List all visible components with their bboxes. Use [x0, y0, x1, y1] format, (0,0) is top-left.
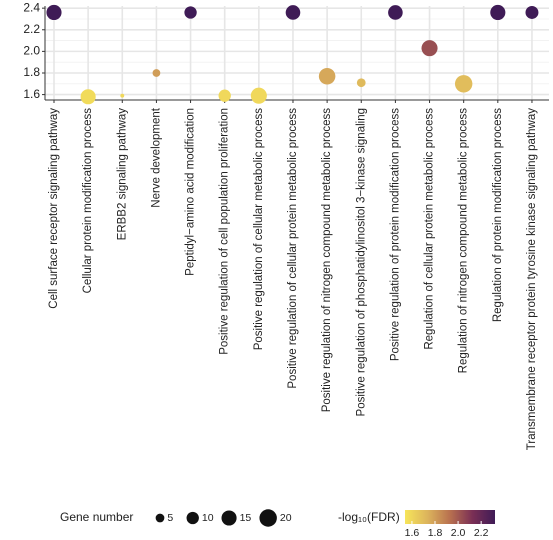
bubble: [490, 4, 506, 21]
bubble: [454, 75, 473, 93]
x-tick-label: Cellular protein modification process: [82, 108, 94, 294]
legend-label: 5: [167, 512, 173, 524]
x-tick-label: ERBB2 signaling pathway: [116, 108, 128, 241]
x-tick-label: Positive regulation of phosphatidylinosi…: [355, 108, 367, 416]
colorbar-tick-label: 2.0: [451, 527, 466, 539]
bubble: [388, 5, 403, 20]
legend-bubble: [259, 509, 277, 527]
legend-label: 15: [240, 512, 252, 524]
x-tick-label: Positive regulation of protein modificat…: [389, 108, 401, 361]
bubble: [318, 67, 336, 85]
legend-label: 20: [280, 512, 292, 524]
legend-bubble: [155, 513, 165, 523]
bubble: [120, 93, 125, 98]
bubble: [184, 6, 197, 19]
bubble: [250, 87, 267, 104]
x-tick-label: Positive regulation of nitrogen compound…: [321, 108, 333, 413]
x-tick-label: Positive regulation of cellular protein …: [287, 108, 299, 389]
bubble: [46, 4, 62, 21]
x-tick-label: Positive regulation of cellular metaboli…: [253, 108, 265, 351]
bubble: [218, 89, 231, 102]
y-tick-label: 1.6: [23, 87, 40, 101]
legend-title: Gene number: [60, 510, 133, 524]
x-tick-label: Regulation of protein modification proce…: [492, 108, 504, 322]
bubble: [525, 6, 539, 19]
y-tick-label: 2.0: [23, 44, 40, 58]
colorbar-title: -log₁₀(FDR): [338, 510, 400, 524]
y-tick-label: 2.4: [23, 0, 40, 14]
x-tick-label: Cell surface receptor signaling pathway: [48, 108, 60, 309]
bubble: [285, 5, 301, 20]
colorbar-tick-label: 1.6: [405, 527, 420, 539]
legend-label: 10: [202, 512, 214, 524]
bubble: [356, 78, 366, 88]
colorbar-tick-label: 2.2: [474, 527, 489, 539]
x-tick-label: Transmembrane receptor protein tyrosine …: [526, 108, 538, 450]
colorbar-tick-label: 1.8: [428, 527, 443, 539]
bubble: [80, 89, 96, 105]
legend-bubble: [186, 511, 199, 525]
bubble: [152, 69, 161, 77]
legend-bubble: [221, 510, 237, 526]
colorbar: [405, 510, 495, 524]
bubble: [421, 40, 438, 57]
x-tick-label: Nerve development: [150, 107, 162, 208]
x-tick-label: Regulation of cellular protein metabolic…: [424, 108, 436, 350]
x-tick-label: Regulation of nitrogen compound metaboli…: [458, 108, 470, 374]
y-tick-label: 1.8: [23, 65, 40, 79]
x-tick-label: Peptidyl−amino acid modification: [185, 108, 197, 276]
x-tick-label: Positive regulation of cell population p…: [219, 108, 231, 355]
y-tick-label: 2.2: [23, 22, 40, 36]
